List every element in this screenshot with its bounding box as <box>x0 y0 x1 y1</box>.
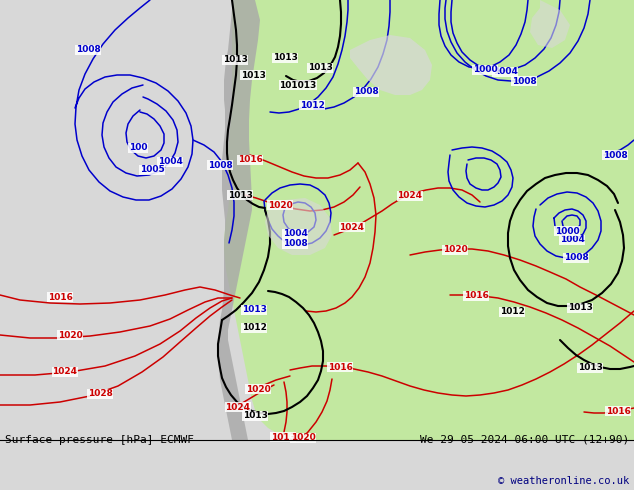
Text: 1008: 1008 <box>207 161 233 170</box>
Text: 1013: 1013 <box>242 305 266 315</box>
Text: 1012: 1012 <box>299 100 325 109</box>
Text: 1020: 1020 <box>290 434 315 442</box>
Text: 1020: 1020 <box>58 330 82 340</box>
Polygon shape <box>265 198 332 255</box>
Text: 1004: 1004 <box>493 68 517 76</box>
Text: Surface pressure [hPa] ECMWF: Surface pressure [hPa] ECMWF <box>5 435 194 445</box>
Text: 1013: 1013 <box>223 55 247 65</box>
Polygon shape <box>224 0 634 440</box>
Text: 1016: 1016 <box>328 363 353 371</box>
Text: 1004: 1004 <box>158 157 183 167</box>
Text: 1016: 1016 <box>463 292 488 300</box>
Text: 1012: 1012 <box>500 308 524 317</box>
Text: 100: 100 <box>129 144 147 152</box>
Text: 1004: 1004 <box>560 236 585 245</box>
Polygon shape <box>218 0 260 440</box>
Text: 1016: 1016 <box>48 293 72 301</box>
Text: 1013: 1013 <box>243 412 268 420</box>
Text: 1024: 1024 <box>53 368 77 376</box>
Text: 1013: 1013 <box>271 433 295 441</box>
Text: 1016: 1016 <box>238 155 262 165</box>
Text: 1008: 1008 <box>75 46 100 54</box>
Text: We 29-05-2024 06:00 UTC (12+90): We 29-05-2024 06:00 UTC (12+90) <box>420 435 629 445</box>
Text: 101013: 101013 <box>280 80 316 90</box>
Text: 1016: 1016 <box>605 407 630 416</box>
Text: 1008: 1008 <box>283 240 307 248</box>
Text: 1024: 1024 <box>226 402 250 412</box>
Text: 1008: 1008 <box>603 150 628 160</box>
Text: 1008: 1008 <box>564 253 588 263</box>
Text: 1008: 1008 <box>354 88 378 97</box>
Text: 1004: 1004 <box>283 229 307 239</box>
Polygon shape <box>350 35 432 95</box>
Text: 1028: 1028 <box>87 390 112 398</box>
Text: 1020: 1020 <box>245 385 270 393</box>
Text: 1013: 1013 <box>307 64 332 73</box>
Text: 1008: 1008 <box>512 76 536 85</box>
Text: 1013: 1013 <box>228 191 252 199</box>
Text: © weatheronline.co.uk: © weatheronline.co.uk <box>498 476 629 486</box>
Text: 1000: 1000 <box>555 226 579 236</box>
Polygon shape <box>530 0 570 48</box>
Text: 1013: 1013 <box>578 364 602 372</box>
Text: 1000: 1000 <box>473 66 497 74</box>
Text: 1013: 1013 <box>273 53 297 63</box>
Text: 1013: 1013 <box>567 303 592 313</box>
Text: 1020: 1020 <box>268 200 292 210</box>
Text: 1024: 1024 <box>339 222 365 231</box>
Text: 1012: 1012 <box>242 323 266 333</box>
Text: 1020: 1020 <box>443 245 467 254</box>
Text: 1005: 1005 <box>139 166 164 174</box>
Text: 1013: 1013 <box>240 71 266 79</box>
Text: 1024: 1024 <box>398 192 422 200</box>
